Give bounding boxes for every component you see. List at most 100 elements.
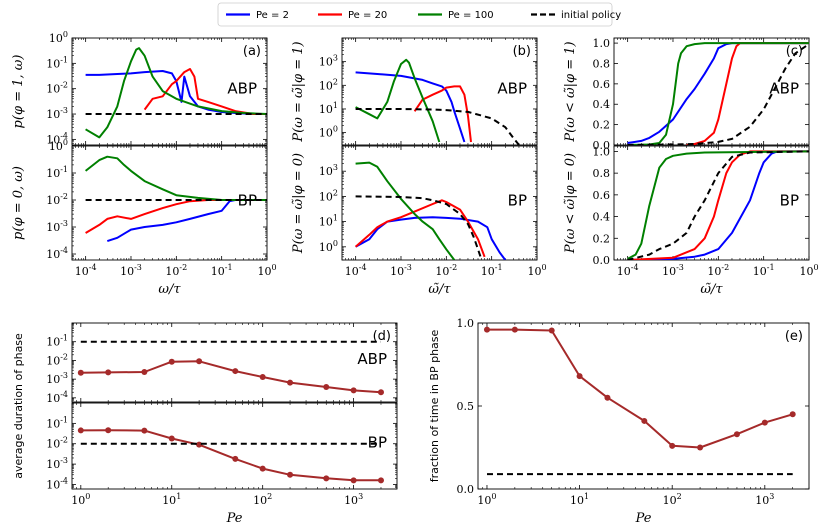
x-tick-label: 10-1 xyxy=(481,263,503,278)
x-tick-label: 100 xyxy=(799,263,818,278)
panel-b-top: 100 101 102 103 ABP xyxy=(319,37,538,146)
x-tick-label: 102 xyxy=(253,492,272,507)
panel-c-bottom: 10-4 10-3 10-2 10-1 100 0.0 0.2 0.4 0.6 0.8 1.0 BP xyxy=(593,145,819,278)
x-tick-label: 100 xyxy=(71,492,90,507)
y-axis-label: P(ω = ω̃|φ = 0) xyxy=(291,153,306,254)
y-tick-label: 10-4 xyxy=(46,131,68,146)
x-tick-label: 102 xyxy=(663,492,682,507)
series-pe-100 xyxy=(85,47,267,139)
annotation-abp: ABP xyxy=(227,80,257,98)
plot-area xyxy=(627,150,809,260)
axes-frame xyxy=(477,322,810,490)
data-point xyxy=(789,411,796,418)
series-pe-100 xyxy=(627,42,809,145)
series-pe-100 xyxy=(355,58,441,143)
y-tick-label: 10-1 xyxy=(46,165,68,180)
y-tick-label: 0.2 xyxy=(593,119,611,132)
x-tick-label: 101 xyxy=(162,492,181,507)
y-tick-label: 1.0 xyxy=(593,37,611,50)
y-tick-label: 0.0 xyxy=(593,139,611,152)
panel-d-top: 10-4 10-3 10-2 10-1 ABP xyxy=(46,322,398,405)
y-tick-label: 10-1 xyxy=(46,334,68,349)
y-tick-label: 103 xyxy=(319,54,338,69)
data-point xyxy=(323,475,330,482)
x-tick-label: 10-3 xyxy=(662,263,684,278)
x-tick-label: 10-4 xyxy=(345,263,367,278)
x-tick-label: 10-1 xyxy=(211,263,233,278)
annotation-abp: ABP xyxy=(357,350,387,368)
x-axis-label: ω̃/τ xyxy=(428,282,451,297)
y-tick-label: 101 xyxy=(319,101,338,116)
x-axis-label: ω/τ xyxy=(158,282,181,297)
data-point xyxy=(697,444,704,451)
series-phase-duration xyxy=(80,429,381,482)
legend-label: initial policy xyxy=(561,10,621,21)
series-pe-2 xyxy=(355,71,466,143)
y-tick-label: 10-4 xyxy=(46,246,68,261)
y-tick-label: 0.5 xyxy=(457,400,475,413)
series-pe-100 xyxy=(355,161,456,260)
y-tick-label: 0.0 xyxy=(457,483,475,496)
x-tick-label: 10-1 xyxy=(753,263,775,278)
plot-area xyxy=(354,161,507,260)
annotation-bp: BP xyxy=(780,191,799,209)
data-point xyxy=(377,389,384,396)
plot-area xyxy=(483,326,796,476)
data-point xyxy=(350,477,357,484)
data-point xyxy=(287,471,294,478)
y-tick-label: 1.0 xyxy=(593,145,611,158)
y-tick-label: 10-4 xyxy=(46,476,68,491)
data-point xyxy=(511,326,518,333)
data-point xyxy=(548,327,555,334)
y-tick-label: 100 xyxy=(319,125,338,140)
data-point xyxy=(105,427,112,434)
x-tick-label: 10-4 xyxy=(617,263,639,278)
data-point xyxy=(259,465,266,472)
y-tick-label: 0.0 xyxy=(593,254,611,267)
y-tick-label: 0.4 xyxy=(593,98,611,111)
y-tick-label: 1.0 xyxy=(457,317,475,330)
data-point xyxy=(105,369,112,376)
panel-e: 100 101 102 103 0.0 0.5 1.0 xyxy=(457,317,810,507)
x-tick-label: 101 xyxy=(570,492,589,507)
data-point xyxy=(168,358,175,365)
y-tick-label: 10-3 xyxy=(46,456,68,471)
plot-area xyxy=(84,155,267,243)
data-point xyxy=(377,477,384,484)
annotation-bp: BP xyxy=(368,434,387,452)
y-tick-label: 102 xyxy=(319,77,338,92)
y-tick-label: 10-2 xyxy=(46,81,68,96)
y-tick-label: 103 xyxy=(319,163,338,178)
y-tick-label: 100 xyxy=(319,239,338,254)
x-tick-label: 10-4 xyxy=(75,263,97,278)
y-tick-label: 10-3 xyxy=(46,371,68,386)
y-tick-label: 10-3 xyxy=(46,106,68,121)
x-tick-label: 10-3 xyxy=(120,263,142,278)
series-pe-20 xyxy=(413,85,472,143)
data-point xyxy=(141,427,148,434)
panel-label-e: (e) xyxy=(785,329,803,344)
y-axis-label: average duration of phase xyxy=(12,333,25,479)
x-tick-label: 10-3 xyxy=(390,263,412,278)
x-axis-label: ω̃/τ xyxy=(700,282,723,297)
y-tick-label: 10-4 xyxy=(46,390,68,405)
panel-label-a: (a) xyxy=(243,44,261,59)
y-tick-label: 10-2 xyxy=(46,436,68,451)
x-axis-label: Pe xyxy=(635,511,652,526)
plot-area xyxy=(355,58,520,145)
panel-a-bottom: 10-4 10-3 10-2 10-1 100 10-4 10-3 10-2 10-1 100 BP xyxy=(46,138,276,278)
series-initial-policy xyxy=(355,195,483,260)
x-tick-label: 100 xyxy=(257,263,276,278)
x-tick-label: 100 xyxy=(477,492,496,507)
data-point xyxy=(77,427,84,434)
annotation-bp: BP xyxy=(238,191,257,209)
legend-label: Pe = 20 xyxy=(348,10,387,21)
panel-b-bottom: 10-4 10-3 10-2 10-1 100 100 101 102 103 BP xyxy=(319,145,547,278)
y-tick-label: 102 xyxy=(319,188,338,203)
x-tick-label: 100 xyxy=(527,263,546,278)
data-point xyxy=(168,435,175,442)
plot-area xyxy=(85,47,267,139)
panel-label-d: (d) xyxy=(373,329,391,344)
series-initial-policy xyxy=(355,108,520,145)
